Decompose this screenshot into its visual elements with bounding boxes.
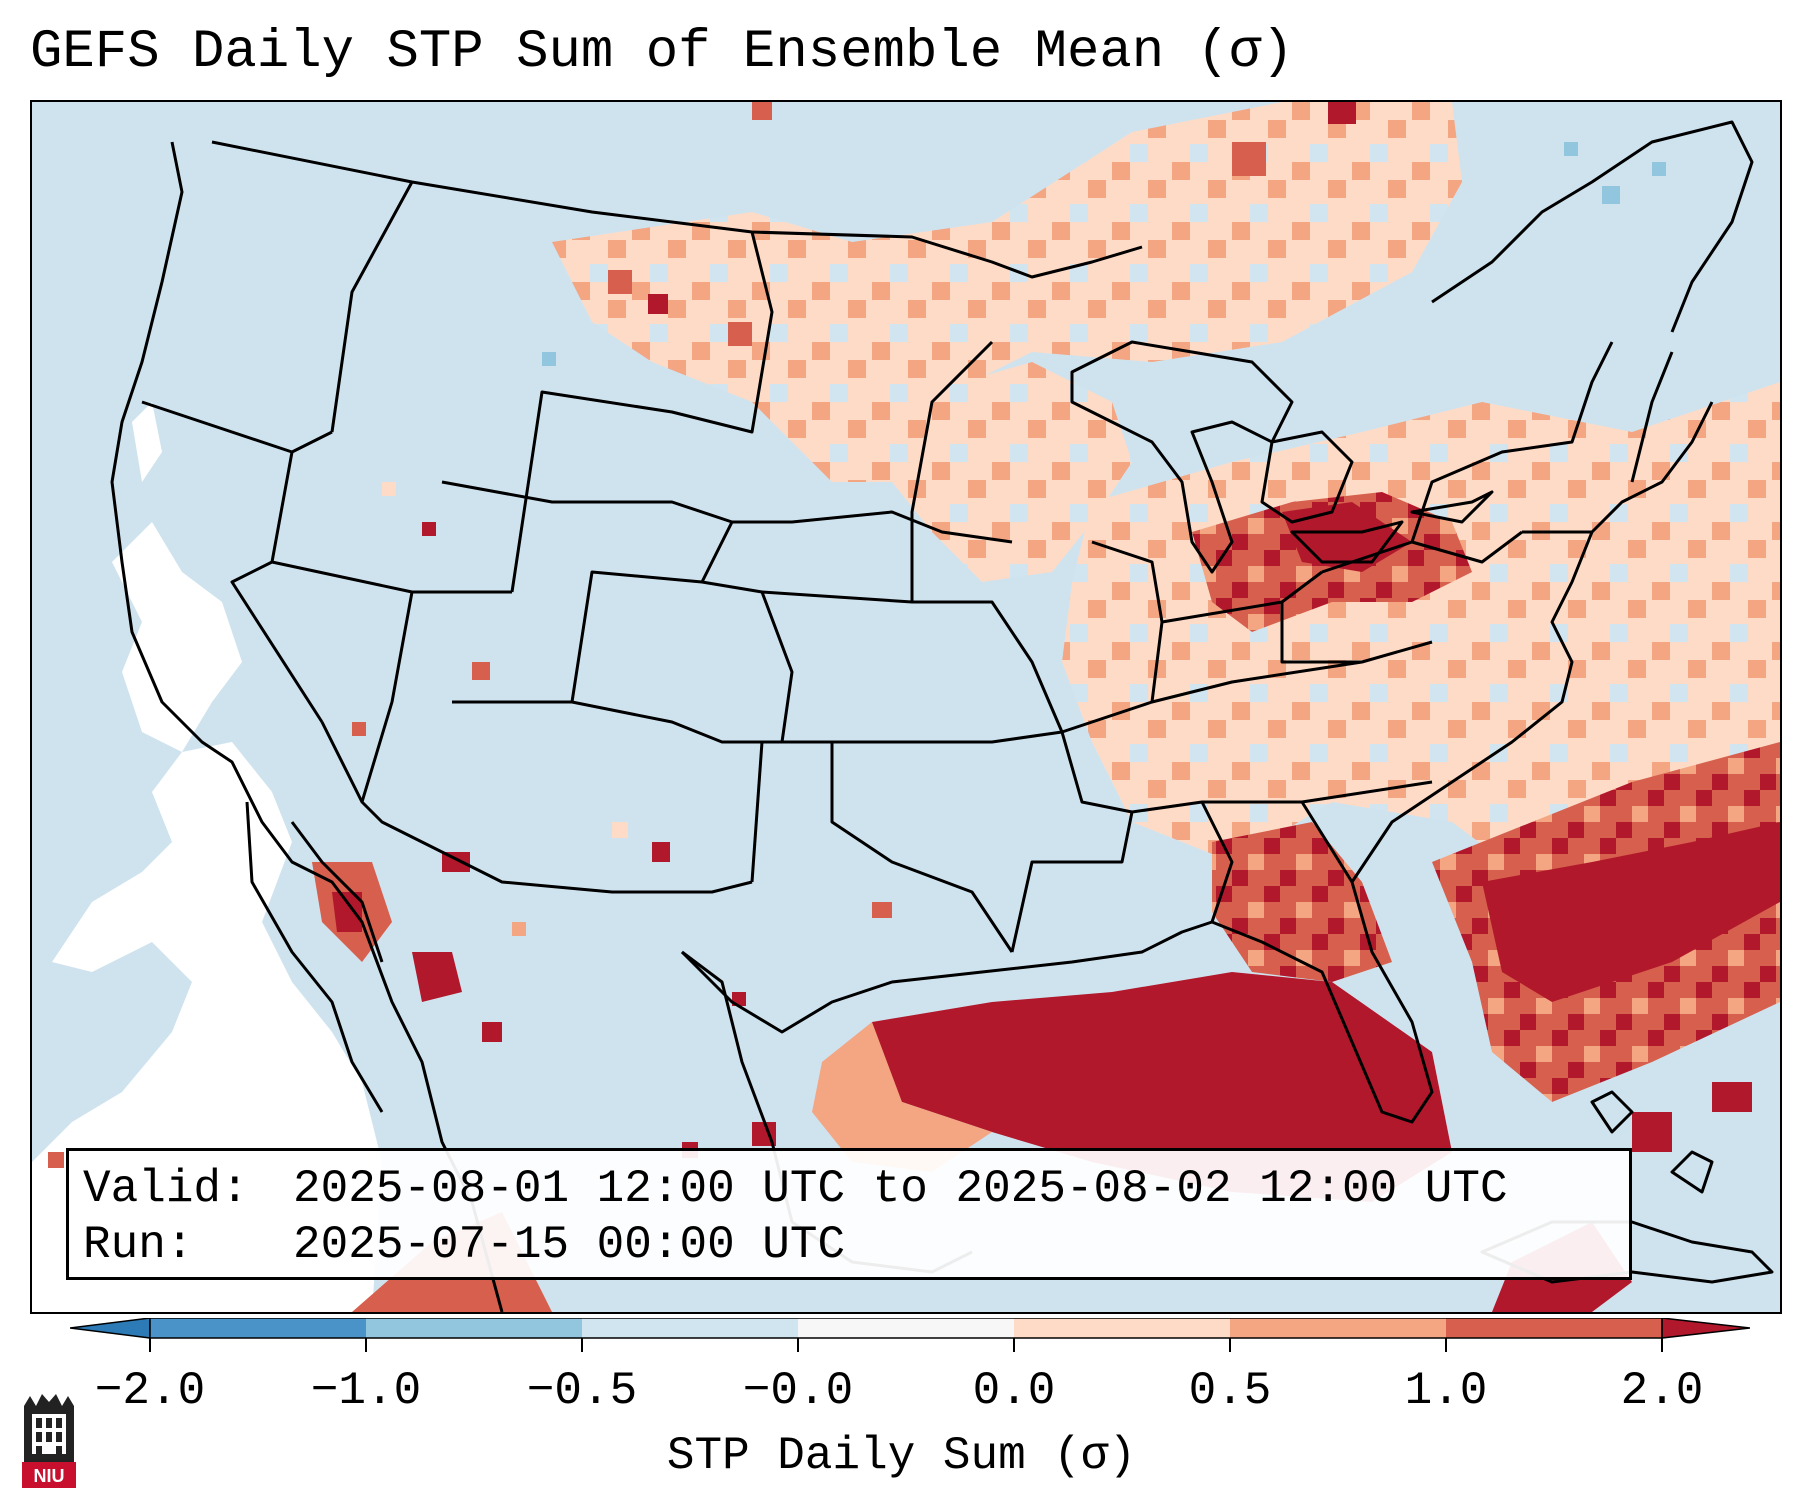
colorbar-segment-pos0 (1014, 1318, 1230, 1338)
colorbar-tick-label: 0.0 (972, 1365, 1056, 1417)
colorbar-tick-label: −0.0 (742, 1365, 854, 1417)
anomaly-field (48, 102, 1780, 1312)
valid-label: Valid: (83, 1163, 249, 1215)
canada-us-border (211, 140, 1143, 279)
colorbar-tick-label: 2.0 (1620, 1365, 1704, 1417)
anomaly-region-north (552, 102, 1462, 482)
colorbar-extend-max (1661, 1318, 1750, 1339)
map-title: GEFS Daily STP Sum of Ensemble Mean (σ) (30, 22, 1294, 83)
colorbar-tick-label: 1.0 (1404, 1365, 1488, 1417)
colorbar-segment-pos1 (1446, 1318, 1662, 1338)
info-box: Valid: 2025-08-01 12:00 UTC to 2025-08-02… (66, 1148, 1632, 1280)
valid-line: Valid: 2025-08-01 12:00 UTC to 2025-08-02… (83, 1161, 1615, 1217)
colorbar-tick-label: −2.0 (94, 1365, 206, 1417)
colorbar-tick-label: −0.5 (526, 1365, 638, 1417)
gulf-coastline (680, 401, 1714, 1124)
colorbar-segment-zero (798, 1318, 1014, 1338)
colorbar-segment-neg1 (366, 1318, 582, 1338)
colorbar-segment-neg2 (150, 1318, 366, 1338)
colorbar-tick-label: 0.5 (1188, 1365, 1272, 1417)
niu-logo: NIU (22, 1394, 76, 1488)
map-canvas (32, 102, 1780, 1312)
niu-logo-text: NIU (34, 1466, 65, 1486)
great-lakes (1070, 340, 1294, 574)
run-value: 2025-07-15 00:00 UTC (293, 1219, 846, 1271)
map-panel (30, 100, 1782, 1314)
run-line: Run: 2025-07-15 00:00 UTC (83, 1217, 1615, 1273)
colorbar (70, 1318, 1750, 1352)
run-label: Run: (83, 1219, 194, 1271)
colorbar-tick-label: −1.0 (310, 1365, 422, 1417)
colorbar-label: STP Daily Sum (σ) (666, 1430, 1137, 1482)
valid-value: 2025-08-01 12:00 UTC to 2025-08-02 12:00… (293, 1163, 1508, 1215)
west-coastline (110, 141, 504, 1312)
colorbar-segment-pos05 (1230, 1318, 1446, 1338)
anomaly-core-gulf (852, 972, 1452, 1202)
state-borders (110, 120, 1774, 1312)
colorbar-extend-min (70, 1318, 151, 1339)
colorbar-segment-neg05 (582, 1318, 798, 1338)
